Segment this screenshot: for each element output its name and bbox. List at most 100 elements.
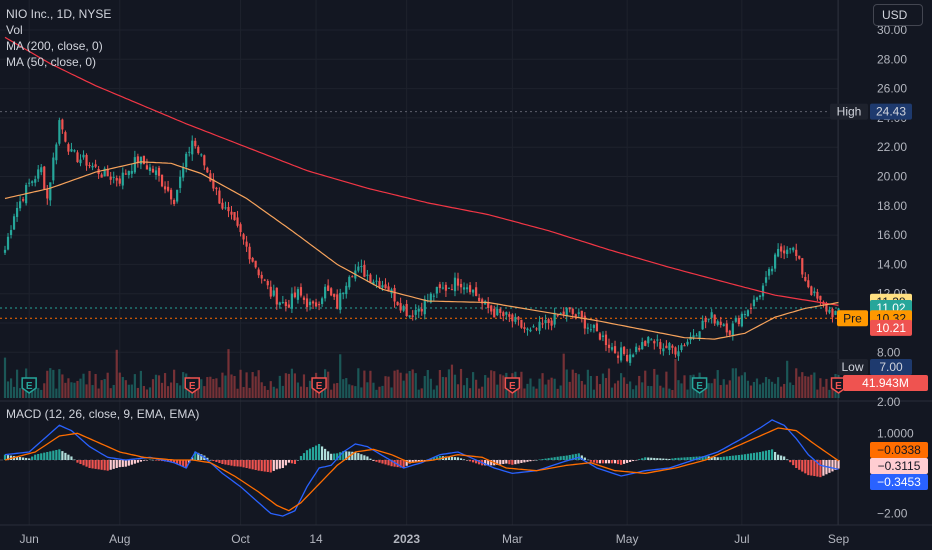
candle-body[interactable] <box>535 328 538 330</box>
candle-body[interactable] <box>529 329 532 332</box>
candle-body[interactable] <box>517 316 520 320</box>
candle-body[interactable] <box>731 323 734 336</box>
candle-body[interactable] <box>85 154 88 166</box>
candle-body[interactable] <box>565 308 568 317</box>
candle-body[interactable] <box>197 146 200 154</box>
candle-body[interactable] <box>133 157 136 173</box>
candle-body[interactable] <box>623 346 626 354</box>
candle-body[interactable] <box>472 289 475 293</box>
candle-body[interactable] <box>311 301 315 304</box>
candle-body[interactable] <box>185 153 188 168</box>
candle-body[interactable] <box>559 313 562 315</box>
candle-body[interactable] <box>568 307 571 310</box>
candle-body[interactable] <box>206 167 209 173</box>
candle-body[interactable] <box>345 285 348 295</box>
earnings-marker[interactable]: E <box>21 377 37 394</box>
candle-body[interactable] <box>218 190 221 204</box>
candle-body[interactable] <box>783 250 786 254</box>
candle-body[interactable] <box>607 344 611 348</box>
candle-body[interactable] <box>734 317 737 322</box>
candle-body[interactable] <box>680 345 683 351</box>
candle-body[interactable] <box>538 321 541 331</box>
candle-body[interactable] <box>465 287 469 290</box>
currency-button[interactable]: USD <box>873 4 923 26</box>
candle-body[interactable] <box>115 178 118 181</box>
candle-body[interactable] <box>792 247 795 251</box>
candle-body[interactable] <box>490 305 493 312</box>
candle-body[interactable] <box>686 341 689 345</box>
candle-body[interactable] <box>324 286 327 299</box>
candle-body[interactable] <box>468 285 472 293</box>
earnings-marker[interactable]: E <box>311 377 327 394</box>
candle-body[interactable] <box>604 334 608 346</box>
candle-body[interactable] <box>248 246 251 260</box>
candle-body[interactable] <box>408 315 411 317</box>
candle-body[interactable] <box>58 120 61 144</box>
candle-body[interactable] <box>176 189 179 202</box>
candle-body[interactable] <box>342 292 345 295</box>
candle-body[interactable] <box>142 155 146 165</box>
candle-body[interactable] <box>203 155 206 166</box>
candle-body[interactable] <box>3 249 7 253</box>
candle-body[interactable] <box>387 286 390 292</box>
candle-body[interactable] <box>139 156 142 165</box>
volume-legend[interactable]: Vol <box>6 23 23 37</box>
candle-body[interactable] <box>173 199 176 205</box>
candle-body[interactable] <box>755 297 759 301</box>
candle-body[interactable] <box>595 323 599 332</box>
ma200-legend[interactable]: MA (200, close, 0) <box>6 39 103 53</box>
candle-body[interactable] <box>502 312 505 317</box>
candle-body[interactable] <box>308 301 312 306</box>
candle-body[interactable] <box>520 319 523 328</box>
candle-body[interactable] <box>526 328 529 331</box>
candle-body[interactable] <box>55 144 58 161</box>
candle-body[interactable] <box>100 174 103 178</box>
candle-body[interactable] <box>707 318 710 320</box>
candle-body[interactable] <box>641 342 644 350</box>
candle-body[interactable] <box>88 165 91 167</box>
candle-body[interactable] <box>728 330 731 335</box>
earnings-marker[interactable]: E <box>691 377 708 394</box>
candle-body[interactable] <box>402 306 405 311</box>
candle-body[interactable] <box>807 280 810 288</box>
candle-body[interactable] <box>284 301 287 307</box>
candle-body[interactable] <box>151 168 155 173</box>
candle-body[interactable] <box>523 327 526 329</box>
candle-body[interactable] <box>592 325 595 328</box>
candle-body[interactable] <box>366 274 369 276</box>
candle-body[interactable] <box>798 255 801 259</box>
candle-body[interactable] <box>598 333 602 340</box>
candle-body[interactable] <box>179 176 182 188</box>
candle-body[interactable] <box>810 286 813 295</box>
candle-body[interactable] <box>239 224 242 233</box>
candle-body[interactable] <box>160 174 164 187</box>
candle-body[interactable] <box>296 289 300 300</box>
candle-body[interactable] <box>511 314 514 322</box>
candle-body[interactable] <box>716 321 719 325</box>
candle-body[interactable] <box>432 295 435 297</box>
candle-body[interactable] <box>577 312 580 314</box>
candle-body[interactable] <box>351 276 354 278</box>
candle-body[interactable] <box>254 260 257 268</box>
candle-body[interactable] <box>635 346 638 353</box>
candle-body[interactable] <box>722 324 725 326</box>
macd-legend[interactable]: MACD (12, 26, close, 9, EMA, EMA) <box>6 407 200 421</box>
candle-body[interactable] <box>499 308 502 313</box>
candle-body[interactable] <box>414 310 417 315</box>
candle-body[interactable] <box>363 264 366 277</box>
candle-body[interactable] <box>698 331 701 339</box>
candle-body[interactable] <box>447 287 451 289</box>
candle-body[interactable] <box>73 150 76 152</box>
candle-body[interactable] <box>209 173 212 182</box>
candle-body[interactable] <box>236 217 239 226</box>
candle-body[interactable] <box>103 168 106 177</box>
candle-body[interactable] <box>148 167 152 172</box>
candle-body[interactable] <box>758 295 762 298</box>
candle-body[interactable] <box>37 169 40 179</box>
candle-body[interactable] <box>336 294 339 309</box>
candle-body[interactable] <box>644 340 647 346</box>
candle-body[interactable] <box>683 345 686 347</box>
candle-body[interactable] <box>405 303 408 317</box>
candle-body[interactable] <box>601 335 605 338</box>
candle-body[interactable] <box>200 154 203 156</box>
